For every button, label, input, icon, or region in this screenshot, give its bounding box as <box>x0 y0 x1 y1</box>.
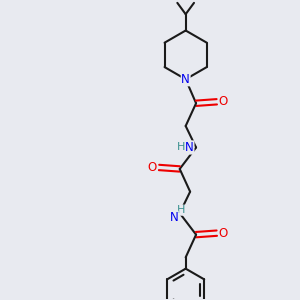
Text: O: O <box>148 161 157 174</box>
Text: O: O <box>219 226 228 240</box>
Text: N: N <box>169 211 178 224</box>
Text: H: H <box>176 142 185 152</box>
Text: N: N <box>185 141 194 154</box>
Text: O: O <box>219 95 228 108</box>
Text: N: N <box>181 73 190 86</box>
Text: H: H <box>177 205 185 215</box>
